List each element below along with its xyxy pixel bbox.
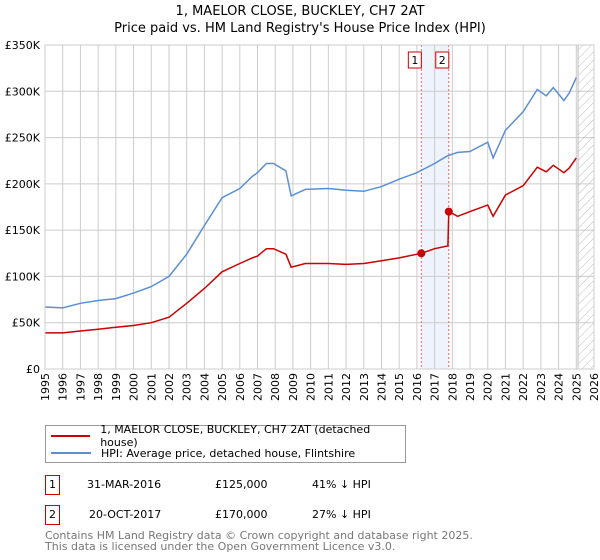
x-tick-label: 2003 <box>181 373 194 401</box>
sale-marker-badge: 1 <box>45 475 60 495</box>
y-tick-label: £300K <box>5 85 41 98</box>
sale-hpi-diff: 27% ↓ HPI <box>312 508 371 521</box>
sale-date: 31-MAR-2016 <box>87 478 162 491</box>
x-tick-label: 1998 <box>92 373 105 401</box>
x-tick-label: 2010 <box>305 373 318 401</box>
y-tick-label: £250K <box>5 132 41 145</box>
legend-item-hpi: HPI: Average price, detached house, Flin… <box>46 445 355 461</box>
legend-label-property: 1, MAELOR CLOSE, BUCKLEY, CH7 2AT (detac… <box>100 423 371 449</box>
sale-point <box>417 249 426 258</box>
x-tick-label: 2025 <box>570 373 583 401</box>
x-tick-label: 2015 <box>393 373 406 401</box>
footer: Contains HM Land Registry data © Crown c… <box>45 530 473 552</box>
property-price-line <box>45 157 577 334</box>
legend-swatch-hpi <box>51 452 91 454</box>
x-tick-label: 2004 <box>198 373 211 401</box>
sale-date: 20-OCT-2017 <box>89 508 162 521</box>
sale-row: 2 20-OCT-2017 £170,000 27% ↓ HPI <box>45 505 445 525</box>
sale-price: £125,000 <box>215 478 268 491</box>
x-tick-label: 2005 <box>216 373 229 401</box>
sale-badge-box <box>435 51 450 69</box>
x-tick-label: 2016 <box>411 373 424 401</box>
x-tick-label: 2002 <box>163 373 176 401</box>
forecast-hatch <box>577 44 595 370</box>
plot-frame <box>44 44 595 370</box>
sale-price: £170,000 <box>215 508 268 521</box>
x-tick-label: 2000 <box>128 373 141 401</box>
legend: 1, MAELOR CLOSE, BUCKLEY, CH7 2AT (detac… <box>45 423 406 463</box>
x-tick-label: 2026 <box>588 373 600 401</box>
sale-badge-label: 1 <box>411 54 418 67</box>
y-tick-label: £200K <box>5 178 41 191</box>
x-tick-label: 2018 <box>446 373 459 401</box>
price-chart: 1995 1996 1997 1998 1999 2000 2001 2002 2003 2004… <box>5 39 600 401</box>
chart-title: 1, MAELOR CLOSE, BUCKLEY, CH7 2AT <box>175 4 425 19</box>
hpi-line <box>44 77 577 309</box>
sale-row: 1 31-MAR-2016 £125,000 41% ↓ HPI <box>45 475 445 495</box>
x-tick-label: 2001 <box>145 373 158 401</box>
x-tick-label: 2023 <box>535 373 548 401</box>
x-tick-label: 1995 <box>39 373 52 401</box>
x-tick-label: 2009 <box>287 373 300 401</box>
x-tick-label: 2011 <box>322 373 335 401</box>
x-tick-label: 1997 <box>74 373 87 401</box>
x-tick-label: 2013 <box>358 373 371 401</box>
footer-licence: This data is licensed under the Open Gov… <box>45 540 396 553</box>
y-tick-label: £50K <box>12 317 41 330</box>
x-tick-label: 2024 <box>553 373 566 401</box>
sale-marker-badge: 2 <box>45 505 60 525</box>
y-tick-label: £350K <box>5 39 41 52</box>
legend-swatch-property <box>51 435 91 437</box>
x-tick-label: 2012 <box>340 373 353 401</box>
x-tick-label: 2006 <box>234 373 247 401</box>
chart-subtitle: Price paid vs. HM Land Registry's House … <box>114 21 486 36</box>
footer-copyright: Contains HM Land Registry data © Crown c… <box>45 529 473 542</box>
x-tick-label: 2021 <box>499 373 512 401</box>
legend-item-property: 1, MAELOR CLOSE, BUCKLEY, CH7 2AT (detac… <box>46 423 405 449</box>
legend-label-hpi: HPI: Average price, detached house, Flin… <box>101 446 356 460</box>
x-tick-label: 2019 <box>464 373 477 401</box>
x-tick-label: 2014 <box>375 373 388 401</box>
x-tick-label: 2008 <box>269 373 282 401</box>
x-tick-label: 2007 <box>252 373 265 401</box>
sale-hpi-diff: 41% ↓ HPI <box>312 478 371 491</box>
y-tick-label: £150K <box>5 224 41 237</box>
sale-badge-label: 2 <box>439 54 446 67</box>
sale-badge-box <box>407 51 422 69</box>
x-tick-label: 2022 <box>517 373 530 401</box>
sale-point <box>444 207 453 216</box>
y-tick-label: £0 <box>26 363 40 376</box>
x-tick-label: 2020 <box>482 373 495 401</box>
x-tick-label: 2017 <box>429 373 442 401</box>
y-tick-label: £100K <box>5 270 41 283</box>
x-tick-label: 1999 <box>110 373 123 401</box>
x-tick-label: 1996 <box>57 373 70 401</box>
